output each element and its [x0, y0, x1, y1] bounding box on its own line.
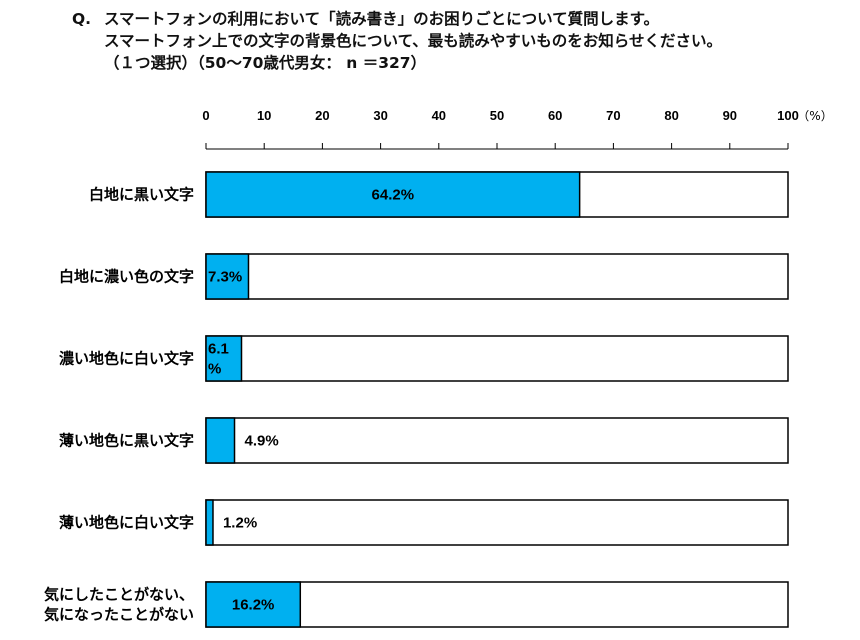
x-tick-label: 50	[490, 108, 504, 123]
data-label: %	[208, 361, 221, 378]
bar	[205, 335, 243, 382]
x-axis-unit: （%）	[797, 109, 832, 123]
x-tick-label: 40	[432, 108, 446, 123]
data-label: 7.3%	[208, 269, 242, 286]
bar-track	[205, 581, 789, 628]
data-label: 6.1	[208, 341, 229, 358]
x-tick-label: 90	[723, 108, 737, 123]
bar	[205, 499, 214, 546]
bar-track	[205, 335, 789, 382]
category-label: 気にしたことがない、	[44, 586, 194, 604]
category-label: 白地に黒い文字	[89, 186, 194, 204]
question-text-2: スマートフォン上での文字の背景色について、最も読みやすいものをお知らせください。	[104, 32, 722, 50]
data-label: 4.9%	[245, 433, 279, 450]
data-label: 1.2%	[223, 515, 257, 532]
bar-track	[205, 499, 789, 546]
bar	[205, 171, 581, 218]
question-prefix: Q.	[72, 10, 92, 28]
bar	[205, 581, 302, 628]
x-tick-label: 20	[315, 108, 329, 123]
x-tick-label: 10	[257, 108, 271, 123]
question-line-2: スマートフォン上での文字の背景色について、最も読みやすいものをお知らせください。	[72, 30, 722, 52]
data-label: 64.2%	[372, 187, 415, 204]
bar	[205, 253, 250, 300]
category-label: 白地に濃い色の文字	[59, 268, 194, 286]
category-label: 薄い地色に黒い文字	[59, 432, 194, 450]
category-label: 濃い地色に白い文字	[59, 350, 194, 368]
bar-track	[205, 253, 789, 300]
x-tick-label: 100	[777, 108, 799, 123]
question-line-1: Q. スマートフォンの利用において「読み書き」のお困りごとについて質問します。	[72, 8, 722, 30]
question-line-3: （１つ選択）（50～70歳代男女： n ＝327）	[72, 52, 722, 74]
x-tick-label: 0	[202, 108, 209, 123]
data-label: 16.2%	[232, 597, 275, 614]
bar-track	[205, 417, 789, 464]
category-label: 気になったことがない	[44, 606, 194, 624]
question-text-3: （１つ選択）（50～70歳代男女： n ＝327）	[104, 54, 427, 72]
question-block: Q. スマートフォンの利用において「読み書き」のお困りごとについて質問します。 ス…	[72, 8, 722, 74]
x-tick-label: 60	[548, 108, 562, 123]
category-label: 薄い地色に白い文字	[59, 514, 194, 532]
bar	[205, 417, 236, 464]
x-tick-label: 70	[606, 108, 620, 123]
x-tick-label: 30	[373, 108, 387, 123]
x-tick-label: 80	[664, 108, 678, 123]
question-text-1: スマートフォンの利用において「読み書き」のお困りごとについて質問します。	[104, 10, 660, 28]
